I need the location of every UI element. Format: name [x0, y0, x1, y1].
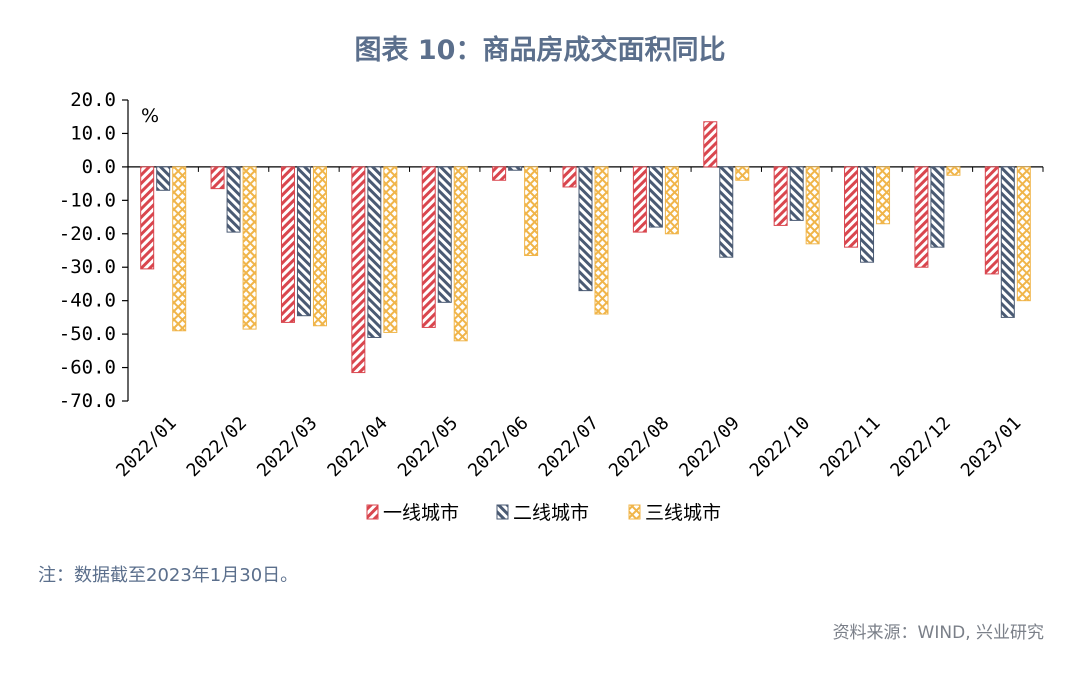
x-tick-label: 2022/09 — [675, 413, 743, 481]
bar-三线城市-2023/01 — [1016, 166, 1031, 302]
bar-一线城市-2022/04 — [351, 166, 366, 374]
x-tick-label: 2022/04 — [323, 413, 391, 481]
x-tick-label: 2022/08 — [605, 413, 673, 481]
x-tick-label: 2022/05 — [394, 413, 462, 481]
bar-二线城市-2022/06 — [508, 166, 523, 171]
bar-一线城市-2022/11 — [844, 166, 859, 248]
x-tick-label: 2022/10 — [746, 413, 814, 481]
bar-一线城市-2022/08 — [632, 166, 647, 233]
bar-三线城市-2022/02 — [242, 166, 257, 330]
legend-swatch-1 — [496, 504, 509, 520]
y-tick-label: -70.0 — [59, 390, 116, 412]
bar-三线城市-2022/08 — [664, 166, 679, 235]
bar-一线城市-2022/01 — [140, 166, 155, 270]
bar-二线城市-2022/01 — [156, 166, 171, 191]
y-tick-label: 20.0 — [70, 89, 116, 111]
y-tick-label: 0.0 — [82, 156, 116, 178]
legend-label-2: 三线城市 — [645, 502, 721, 524]
x-tick-label: 2022/03 — [253, 413, 321, 481]
bar-二线城市-2022/08 — [648, 166, 663, 228]
y-unit-label: % — [141, 105, 159, 127]
bar-一线城市-2023/01 — [984, 166, 999, 275]
bar-一线城市-2022/05 — [421, 166, 436, 328]
bar-一线城市-2022/07 — [562, 166, 577, 188]
x-tick-label: 2023/01 — [957, 413, 1025, 481]
bar-三线城市-2022/07 — [594, 166, 609, 315]
bar-一线城市-2022/10 — [773, 166, 788, 226]
bar-二线城市-2022/12 — [930, 166, 945, 248]
bar-二线城市-2023/01 — [1000, 166, 1015, 318]
y-tick-label: -50.0 — [59, 323, 116, 345]
x-tick-label: 2022/07 — [535, 413, 603, 481]
legend-label-1: 二线城市 — [513, 502, 589, 524]
bar-二线城市-2022/10 — [789, 166, 804, 221]
bar-二线城市-2022/07 — [578, 166, 593, 292]
bar-三线城市-2022/01 — [172, 166, 187, 332]
y-tick-label: -60.0 — [59, 357, 116, 379]
bar-三线城市-2022/05 — [453, 166, 468, 342]
legend-label-0: 一线城市 — [383, 502, 459, 524]
bar-三线城市-2022/04 — [383, 166, 398, 333]
y-tick-label: -40.0 — [59, 290, 116, 312]
source-label: 资料来源：WIND, 兴业研究 — [832, 623, 1044, 643]
x-tick-label: 2022/11 — [816, 413, 884, 481]
bar-二线城市-2022/09 — [719, 166, 734, 258]
legend-swatch-0 — [366, 504, 379, 520]
bar-二线城市-2022/05 — [437, 166, 452, 303]
bar-一线城市-2022/03 — [280, 166, 295, 323]
bar-三线城市-2022/12 — [946, 166, 961, 176]
bar-二线城市-2022/03 — [296, 166, 311, 317]
y-tick-label: -20.0 — [59, 223, 116, 245]
bar-一线城市-2022/06 — [492, 166, 507, 181]
figure-title: 图表 10：商品房成交面积同比 — [354, 35, 726, 66]
bar-三线城市-2022/10 — [805, 166, 820, 245]
bar-三线城市-2022/09 — [735, 166, 750, 181]
y-tick-label: -10.0 — [59, 189, 116, 211]
bar-二线城市-2022/11 — [860, 166, 875, 263]
bar-二线城市-2022/02 — [226, 166, 241, 233]
bar-一线城市-2022/09 — [703, 121, 718, 168]
x-tick-label: 2022/06 — [464, 413, 532, 481]
x-tick-label: 2022/01 — [112, 413, 180, 481]
legend-swatch-2 — [628, 504, 641, 520]
bar-三线城市-2022/11 — [876, 166, 891, 225]
x-tick-label: 2022/02 — [183, 413, 251, 481]
bar-一线城市-2022/12 — [914, 166, 929, 268]
y-tick-label: -30.0 — [59, 256, 116, 278]
y-tick-label: 10.0 — [70, 122, 116, 144]
bar-三线城市-2022/06 — [524, 166, 539, 257]
bar-三线城市-2022/03 — [312, 166, 327, 327]
footnote: 注：数据截至2023年1月30日。 — [38, 565, 299, 586]
bar-一线城市-2022/02 — [210, 166, 225, 190]
x-tick-label: 2022/12 — [886, 413, 954, 481]
bar-二线城市-2022/04 — [367, 166, 382, 338]
